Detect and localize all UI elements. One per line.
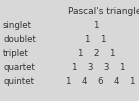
Text: 2: 2 <box>93 48 99 57</box>
Text: 4: 4 <box>113 76 119 86</box>
Text: 1: 1 <box>93 21 99 29</box>
Text: 1: 1 <box>119 63 125 72</box>
Text: 1: 1 <box>100 35 106 44</box>
Text: 1: 1 <box>65 76 71 86</box>
Text: 3: 3 <box>87 63 93 72</box>
Text: Pascal's triangle: Pascal's triangle <box>68 7 139 16</box>
Text: quintet: quintet <box>3 76 34 86</box>
Text: 1: 1 <box>129 76 135 86</box>
Text: 1: 1 <box>77 48 83 57</box>
Text: 6: 6 <box>97 76 103 86</box>
Text: singlet: singlet <box>3 21 32 29</box>
Text: 3: 3 <box>103 63 109 72</box>
Text: 1: 1 <box>84 35 90 44</box>
Text: 4: 4 <box>81 76 87 86</box>
Text: triplet: triplet <box>3 48 29 57</box>
Text: 1: 1 <box>109 48 115 57</box>
Text: doublet: doublet <box>3 35 36 44</box>
Text: quartet: quartet <box>3 63 35 72</box>
Text: 1: 1 <box>71 63 77 72</box>
